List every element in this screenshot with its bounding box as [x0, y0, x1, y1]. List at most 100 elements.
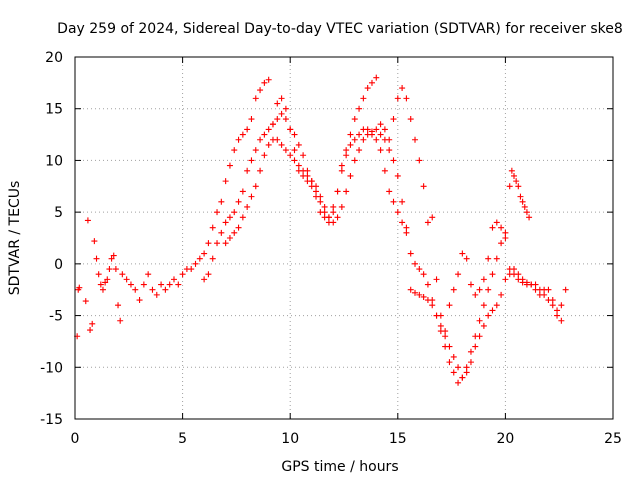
data-point [394, 172, 401, 179]
data-point [282, 147, 289, 154]
data-point [248, 193, 255, 200]
data-point [489, 271, 496, 278]
data-point [407, 286, 414, 293]
data-point [517, 193, 524, 200]
data-point [519, 198, 526, 205]
data-point [459, 374, 466, 381]
data-point [287, 152, 294, 159]
data-point [102, 279, 109, 286]
data-point [166, 281, 173, 288]
data-point [93, 255, 100, 262]
data-point [269, 121, 276, 128]
data-point [205, 271, 212, 278]
data-point [373, 136, 380, 143]
data-point [368, 79, 375, 86]
data-point [450, 369, 457, 376]
data-point [450, 286, 457, 293]
data-point [95, 271, 102, 278]
data-point [265, 76, 272, 83]
data-point [498, 224, 505, 231]
data-point [506, 271, 513, 278]
data-point [321, 203, 328, 210]
data-point [368, 128, 375, 135]
data-point [502, 276, 509, 283]
plot-frame [74, 56, 614, 420]
data-point [338, 167, 345, 174]
data-point [222, 219, 229, 226]
data-point [104, 276, 111, 283]
data-point [412, 260, 419, 267]
data-point [480, 302, 487, 309]
data-point [248, 116, 255, 123]
data-point [222, 240, 229, 247]
data-point [381, 167, 388, 174]
data-point [231, 147, 238, 154]
data-point [313, 188, 320, 195]
data-point [489, 224, 496, 231]
data-point [364, 85, 371, 92]
y-tick-label: 20 [45, 50, 63, 66]
data-point [541, 291, 548, 298]
data-point [239, 131, 246, 138]
x-tick-label: 25 [604, 431, 622, 447]
chart-title: Day 259 of 2024, Sidereal Day-to-day VTE… [57, 21, 623, 37]
data-point [381, 136, 388, 143]
data-point [175, 281, 182, 288]
data-point [442, 343, 449, 350]
data-point [429, 297, 436, 304]
data-point [235, 198, 242, 205]
data-point [502, 235, 509, 241]
data-point [407, 116, 414, 123]
data-point [330, 219, 337, 226]
data-point [493, 219, 500, 226]
data-point [300, 152, 307, 159]
data-point [209, 255, 216, 262]
data-point [523, 279, 530, 286]
data-point [523, 209, 530, 216]
data-point [140, 281, 147, 288]
data-point [399, 198, 406, 205]
data-point [321, 209, 328, 216]
data-point [226, 162, 233, 169]
data-point [390, 198, 397, 205]
data-point [519, 276, 526, 283]
data-point [261, 152, 268, 159]
data-point [399, 85, 406, 92]
data-point [179, 271, 186, 278]
data-point [201, 250, 208, 257]
data-point [437, 328, 444, 335]
data-point [463, 369, 470, 376]
data-point [108, 255, 115, 262]
data-point [317, 193, 324, 200]
data-point [526, 214, 533, 221]
data-point [218, 229, 225, 236]
data-point [226, 214, 233, 221]
data-point [205, 240, 212, 247]
data-point [162, 286, 169, 293]
data-point [485, 255, 492, 262]
data-point [218, 198, 225, 205]
data-point [489, 307, 496, 314]
data-point [351, 116, 358, 123]
data-point [257, 167, 264, 174]
data-point [450, 353, 457, 360]
data-point [545, 297, 552, 304]
data-point [89, 320, 96, 327]
data-point [252, 147, 259, 154]
data-point [429, 302, 436, 309]
data-point [274, 136, 281, 143]
data-point [343, 188, 350, 195]
data-point [429, 214, 436, 221]
data-point [117, 317, 124, 324]
data-point [261, 131, 268, 138]
data-point [239, 188, 246, 195]
data-point [472, 333, 479, 340]
data-point [386, 147, 393, 154]
data-point [112, 266, 119, 273]
data-point [442, 333, 449, 340]
data-point [149, 286, 156, 293]
data-point [278, 95, 285, 102]
data-point [437, 322, 444, 329]
data-point [76, 284, 83, 291]
data-point [325, 214, 332, 221]
